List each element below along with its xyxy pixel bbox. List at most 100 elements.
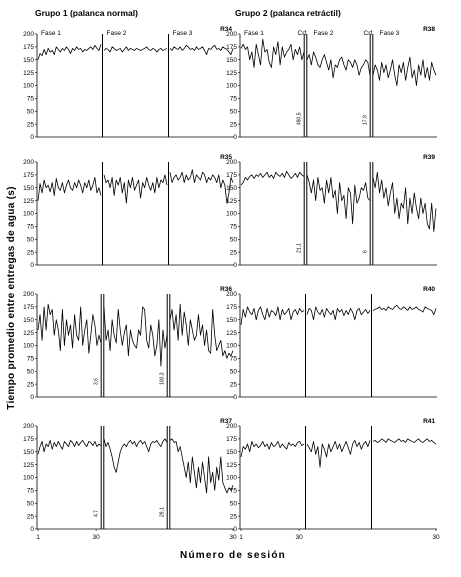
phase-label: Fase 2 — [314, 30, 334, 37]
y-tick-label: 0 — [233, 262, 237, 269]
y-tick-label: 175 — [23, 304, 34, 311]
y-tick-label: 50 — [230, 236, 238, 243]
rat-label: R39 — [423, 154, 435, 161]
y-tick-label: 0 — [233, 394, 237, 401]
series-line-phase-1 — [37, 177, 102, 201]
y-tick-label: 175 — [23, 172, 34, 179]
y-tick-label: 75 — [27, 96, 35, 103]
y-tick-label: 125 — [23, 70, 34, 77]
x-axis-label: Número de sesión — [180, 550, 286, 561]
y-tick-label: 150 — [23, 185, 34, 192]
y-tick-label: 0 — [30, 262, 34, 269]
phase-label: Fase 1 — [41, 30, 61, 37]
y-tick-label: 50 — [230, 368, 238, 375]
y-tick-label: 175 — [226, 304, 237, 311]
y-tick-label: 75 — [230, 356, 238, 363]
y-tick-label: 200 — [226, 423, 237, 430]
y-tick-label: 75 — [230, 224, 238, 231]
y-tick-label: 50 — [27, 108, 35, 115]
panel-r40: 0 25 50 75 100 125 150 175 200 R40 — [226, 286, 437, 401]
series-line-phase-2 — [306, 174, 371, 225]
series-line-phase-3 — [372, 171, 437, 232]
series-line-phase-3 — [372, 438, 437, 445]
y-tick-label: 25 — [230, 249, 238, 256]
y-tick-label: 200 — [226, 31, 237, 38]
rat-label: R34 — [220, 26, 232, 33]
y-tick-label: 0 — [233, 134, 237, 141]
y-tick-label: 100 — [226, 343, 237, 350]
series-line-phase-3 — [372, 56, 437, 86]
y-tick-label: 75 — [27, 356, 35, 363]
y-tick-label: 150 — [23, 317, 34, 324]
series-line-phase-1 — [240, 170, 305, 186]
y-tick-label: 125 — [226, 330, 237, 337]
series-line-phase-2 — [103, 46, 168, 53]
y-tick-label: 200 — [23, 31, 34, 38]
y-tick-label: 125 — [226, 70, 237, 77]
y-tick-label: 200 — [23, 159, 34, 166]
x-tick-label: 30 — [432, 534, 440, 541]
panel-r34: 0 25 50 75 100 125 150 175 200 Fase 1 Fase 2 Fase 3… — [23, 26, 234, 141]
x-tick-label: 30 — [295, 534, 303, 541]
y-tick-label: 125 — [226, 462, 237, 469]
y-tick-label: 25 — [230, 513, 238, 520]
y-tick-label: 0 — [30, 134, 34, 141]
y-tick-label: 150 — [226, 449, 237, 456]
y-tick-label: 175 — [23, 436, 34, 443]
y-tick-label: 150 — [23, 57, 34, 64]
series-line-phase-2 — [103, 306, 168, 367]
annotation-label: 21,1 — [297, 243, 303, 253]
phase-label: Fase 2 — [107, 30, 127, 37]
y-tick-label: 75 — [27, 488, 35, 495]
y-tick-label: 25 — [230, 121, 238, 128]
rat-label: R41 — [423, 418, 435, 425]
series-line-phase-3 — [169, 303, 234, 359]
panel-r41: 0 25 50 75 100 125 150 175 200 R41 — [226, 418, 437, 533]
annotation-label: 3,6 — [94, 378, 100, 385]
y-tick-label: 50 — [230, 500, 238, 507]
y-tick-label: 200 — [226, 291, 237, 298]
y-tick-label: 100 — [23, 211, 34, 218]
rat-label: R40 — [423, 286, 435, 293]
phase-label: Fase 1 — [244, 30, 264, 37]
y-tick-label: 125 — [226, 198, 237, 205]
x-axis-ticks: 1 30 30 1 30 30 — [36, 529, 440, 541]
series-line-phase-1 — [37, 440, 102, 455]
y-tick-label: 0 — [30, 394, 34, 401]
y-tick-label: 75 — [27, 224, 35, 231]
y-tick-label: 0 — [233, 526, 237, 533]
series-line-phase-1 — [240, 38, 305, 68]
panel-r38: 0 25 50 75 100 125 150 175 200 Fase 1 Crf Fase 2 Crf… — [226, 26, 437, 141]
x-tick-label: 1 — [239, 534, 243, 541]
y-tick-label: 25 — [27, 381, 35, 388]
y-axis-label: Tiempo promedio entre entregas de agua (… — [6, 186, 17, 410]
y-tick-label: 0 — [30, 526, 34, 533]
series-line-phase-1 — [37, 44, 102, 60]
annotation-label: 490,5 — [297, 112, 303, 125]
y-tick-label: 25 — [27, 513, 35, 520]
y-tick-label: 25 — [230, 381, 238, 388]
y-tick-label: 200 — [23, 291, 34, 298]
series-line-phase-1 — [240, 441, 305, 457]
y-tick-label: 25 — [27, 249, 35, 256]
y-tick-label: 175 — [226, 172, 237, 179]
series-line-phase-1 — [37, 303, 102, 354]
y-tick-label: 100 — [23, 343, 34, 350]
x-tick-label: 30 — [92, 534, 100, 541]
y-tick-label: 50 — [27, 368, 35, 375]
series-line-phase-3 — [372, 304, 437, 316]
x-tick-label: 1 — [36, 534, 40, 541]
series-line-phase-2 — [103, 174, 168, 204]
rat-label: R37 — [220, 418, 232, 425]
phase-label: Fase 3 — [380, 30, 400, 37]
y-tick-label: 100 — [226, 83, 237, 90]
series-line-phase-2 — [306, 306, 371, 321]
y-tick-label: 100 — [23, 83, 34, 90]
series-line-phase-3 — [169, 438, 234, 494]
y-tick-label: 75 — [230, 488, 238, 495]
annotation-label: 4,7 — [94, 510, 100, 517]
panels: 0 25 50 75 100 125 150 175 200 Fase 1 Fase 2 Fase 3… — [23, 26, 437, 533]
